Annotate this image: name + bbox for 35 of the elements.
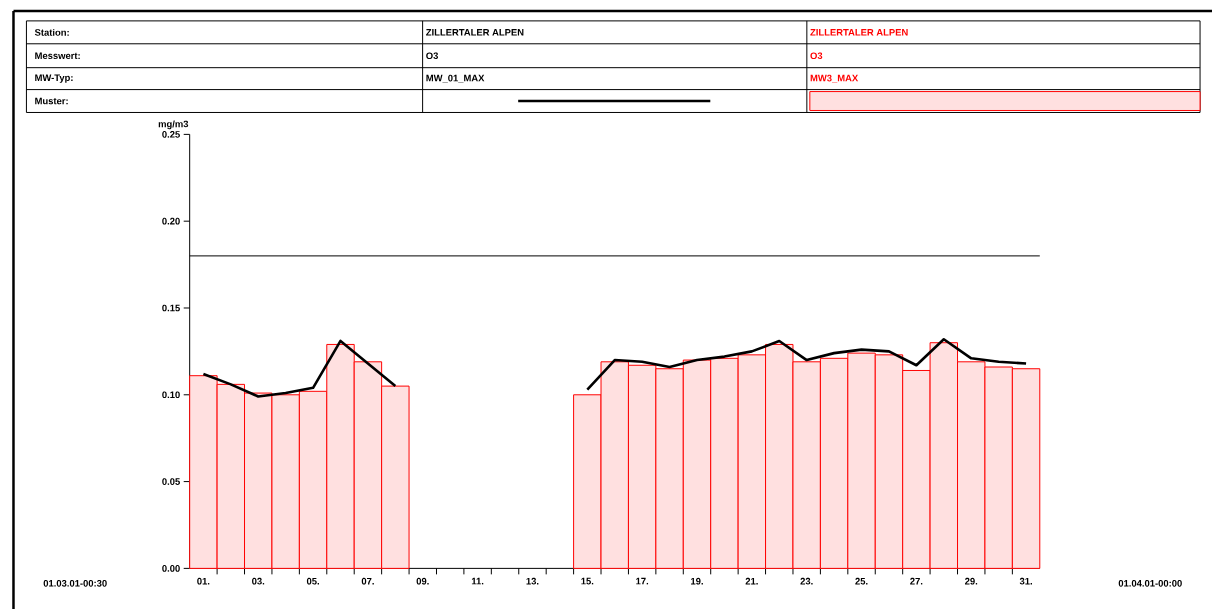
text: 01.04.01-00:00: [1118, 579, 1182, 587]
text: O3: [426, 52, 439, 59]
text: 01.03.01-00:30: [43, 579, 107, 587]
y-tick-label: 0.15: [162, 304, 180, 312]
y-tick-label: 0.20: [162, 217, 180, 225]
y-tick-label: 0.05: [162, 478, 180, 485]
x-tick-label: 13.: [526, 577, 539, 585]
x-tick-label: 05.: [306, 577, 319, 585]
text: Station:: [34, 28, 69, 36]
x-tick-label: 15.: [581, 577, 594, 585]
x-tick-label: 01.: [197, 577, 210, 585]
text: ZILLERTALER ALPEN: [810, 29, 908, 36]
x-tick-label: 09.: [416, 577, 429, 585]
y-tick-label: 0.10: [162, 391, 180, 399]
x-tick-label: 17.: [636, 577, 649, 585]
x-tick-label: 19.: [691, 577, 703, 585]
text: O3: [810, 52, 823, 59]
text: Muster:: [35, 97, 68, 105]
text: MW3_MAX: [810, 74, 859, 83]
x-tick-label: 11.: [471, 577, 484, 585]
text: Messwert:: [35, 52, 80, 59]
text: MW_01_MAX: [426, 74, 485, 83]
x-tick-label: 25.: [855, 577, 868, 585]
x-tick-label: 21.: [745, 577, 758, 585]
x-tick-label: 27.: [910, 577, 923, 585]
x-tick-label: 03.: [252, 577, 265, 585]
y-axis-title: mg/m3: [158, 120, 189, 130]
x-tick-label: 07.: [361, 577, 374, 585]
x-tick-label: 31.: [1019, 577, 1032, 585]
text: ZILLERTALER ALPEN: [426, 29, 524, 36]
text: MW-Typ:: [35, 74, 73, 83]
x-tick-label: 29.: [965, 577, 978, 585]
x-tick-label: 23.: [800, 577, 813, 585]
y-tick-label: 0.00: [162, 564, 180, 572]
y-tick-label: 0.25: [162, 130, 180, 138]
